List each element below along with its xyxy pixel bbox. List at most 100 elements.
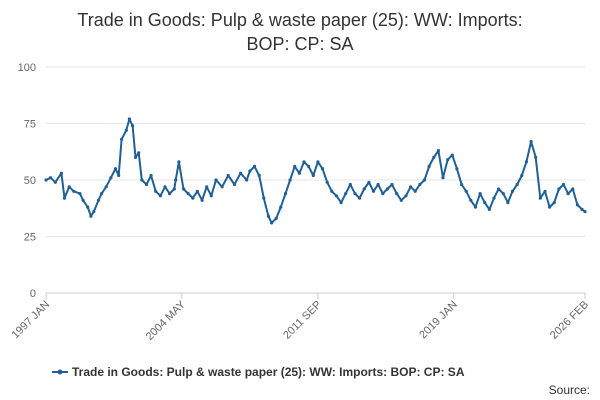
data-point[interactable] bbox=[172, 187, 176, 191]
data-point[interactable] bbox=[140, 178, 144, 182]
data-point[interactable] bbox=[232, 182, 237, 187]
data-point[interactable] bbox=[344, 192, 348, 196]
data-point[interactable] bbox=[117, 173, 121, 178]
data-point[interactable] bbox=[422, 178, 427, 182]
data-point[interactable] bbox=[144, 182, 149, 187]
data-point[interactable] bbox=[548, 205, 552, 209]
data-point[interactable] bbox=[113, 167, 118, 171]
data-point[interactable] bbox=[566, 192, 570, 196]
data-point[interactable] bbox=[59, 171, 64, 175]
data-point[interactable] bbox=[67, 185, 71, 189]
data-point[interactable] bbox=[186, 192, 190, 196]
data-point[interactable] bbox=[195, 189, 199, 193]
data-point[interactable] bbox=[177, 160, 181, 164]
data-point[interactable] bbox=[109, 176, 113, 180]
data-point[interactable] bbox=[446, 158, 450, 162]
data-point[interactable] bbox=[62, 196, 67, 200]
data-point[interactable] bbox=[316, 160, 320, 164]
data-point[interactable] bbox=[127, 117, 131, 121]
data-point[interactable] bbox=[497, 187, 501, 191]
data-point[interactable] bbox=[483, 201, 487, 205]
data-point[interactable] bbox=[464, 189, 468, 193]
data-point[interactable] bbox=[120, 137, 124, 141]
data-point[interactable] bbox=[381, 192, 385, 196]
data-point[interactable] bbox=[506, 201, 510, 205]
data-point[interactable] bbox=[257, 173, 261, 178]
data-point[interactable] bbox=[473, 205, 478, 209]
data-point[interactable] bbox=[158, 194, 162, 198]
data-point[interactable] bbox=[455, 167, 459, 171]
data-point[interactable] bbox=[311, 173, 315, 178]
data-point[interactable] bbox=[371, 189, 376, 193]
data-point[interactable] bbox=[460, 182, 464, 187]
data-point[interactable] bbox=[100, 192, 104, 196]
data-point[interactable] bbox=[124, 128, 128, 132]
data-point[interactable] bbox=[239, 171, 243, 175]
data-point[interactable] bbox=[362, 187, 366, 191]
data-point[interactable] bbox=[81, 198, 85, 202]
data-point[interactable] bbox=[524, 160, 529, 164]
data-point[interactable] bbox=[501, 192, 505, 196]
data-point[interactable] bbox=[418, 182, 422, 187]
data-point[interactable] bbox=[205, 185, 209, 189]
data-point[interactable] bbox=[220, 185, 224, 189]
data-point[interactable] bbox=[520, 173, 524, 178]
data-point[interactable] bbox=[96, 198, 101, 202]
data-point[interactable] bbox=[163, 185, 167, 189]
data-point[interactable] bbox=[262, 196, 266, 200]
data-point[interactable] bbox=[191, 196, 195, 200]
data-point[interactable] bbox=[72, 189, 76, 193]
data-point[interactable] bbox=[274, 216, 278, 220]
data-point[interactable] bbox=[330, 189, 334, 193]
data-point[interactable] bbox=[104, 185, 108, 189]
data-point[interactable] bbox=[353, 192, 357, 196]
data-point[interactable] bbox=[399, 198, 403, 202]
data-point[interactable] bbox=[279, 205, 283, 209]
data-point[interactable] bbox=[515, 182, 519, 187]
data-point[interactable] bbox=[583, 210, 587, 214]
data-point[interactable] bbox=[44, 178, 48, 182]
data-point[interactable] bbox=[86, 205, 90, 209]
data-point[interactable] bbox=[78, 192, 82, 196]
data-point[interactable] bbox=[575, 203, 580, 207]
data-point[interactable] bbox=[307, 164, 311, 168]
data-point[interactable] bbox=[557, 187, 561, 191]
data-point[interactable] bbox=[49, 176, 53, 180]
data-point[interactable] bbox=[245, 178, 249, 182]
data-point[interactable] bbox=[320, 167, 325, 171]
data-point[interactable] bbox=[561, 182, 566, 187]
data-point[interactable] bbox=[441, 176, 445, 180]
data-point[interactable] bbox=[325, 180, 329, 184]
data-point[interactable] bbox=[580, 207, 584, 211]
data-point[interactable] bbox=[538, 196, 542, 200]
data-point[interactable] bbox=[200, 198, 204, 202]
data-point[interactable] bbox=[149, 173, 153, 178]
data-point[interactable] bbox=[154, 189, 158, 193]
data-point[interactable] bbox=[376, 182, 380, 187]
data-point[interactable] bbox=[288, 178, 292, 182]
data-point[interactable] bbox=[131, 124, 135, 128]
data-point[interactable] bbox=[543, 189, 547, 193]
data-point[interactable] bbox=[214, 178, 218, 182]
data-point[interactable] bbox=[427, 164, 431, 168]
data-point[interactable] bbox=[436, 149, 440, 153]
data-point[interactable] bbox=[266, 214, 270, 218]
data-point[interactable] bbox=[209, 194, 213, 198]
data-point[interactable] bbox=[450, 153, 454, 157]
legend[interactable]: Trade in Goods: Pulp & waste paper (25):… bbox=[52, 365, 465, 379]
data-point[interactable] bbox=[181, 187, 186, 191]
data-point[interactable] bbox=[133, 155, 138, 159]
data-point[interactable] bbox=[297, 171, 301, 175]
data-point[interactable] bbox=[339, 201, 343, 205]
data-point[interactable] bbox=[552, 201, 556, 205]
data-point[interactable] bbox=[358, 196, 362, 200]
data-point[interactable] bbox=[395, 192, 399, 196]
data-point[interactable] bbox=[432, 155, 436, 159]
data-point[interactable] bbox=[478, 192, 482, 196]
data-point[interactable] bbox=[168, 192, 172, 196]
data-point[interactable] bbox=[226, 173, 230, 178]
data-point[interactable] bbox=[89, 214, 93, 218]
data-point[interactable] bbox=[529, 140, 533, 144]
data-point[interactable] bbox=[92, 210, 96, 214]
data-point[interactable] bbox=[283, 192, 288, 196]
